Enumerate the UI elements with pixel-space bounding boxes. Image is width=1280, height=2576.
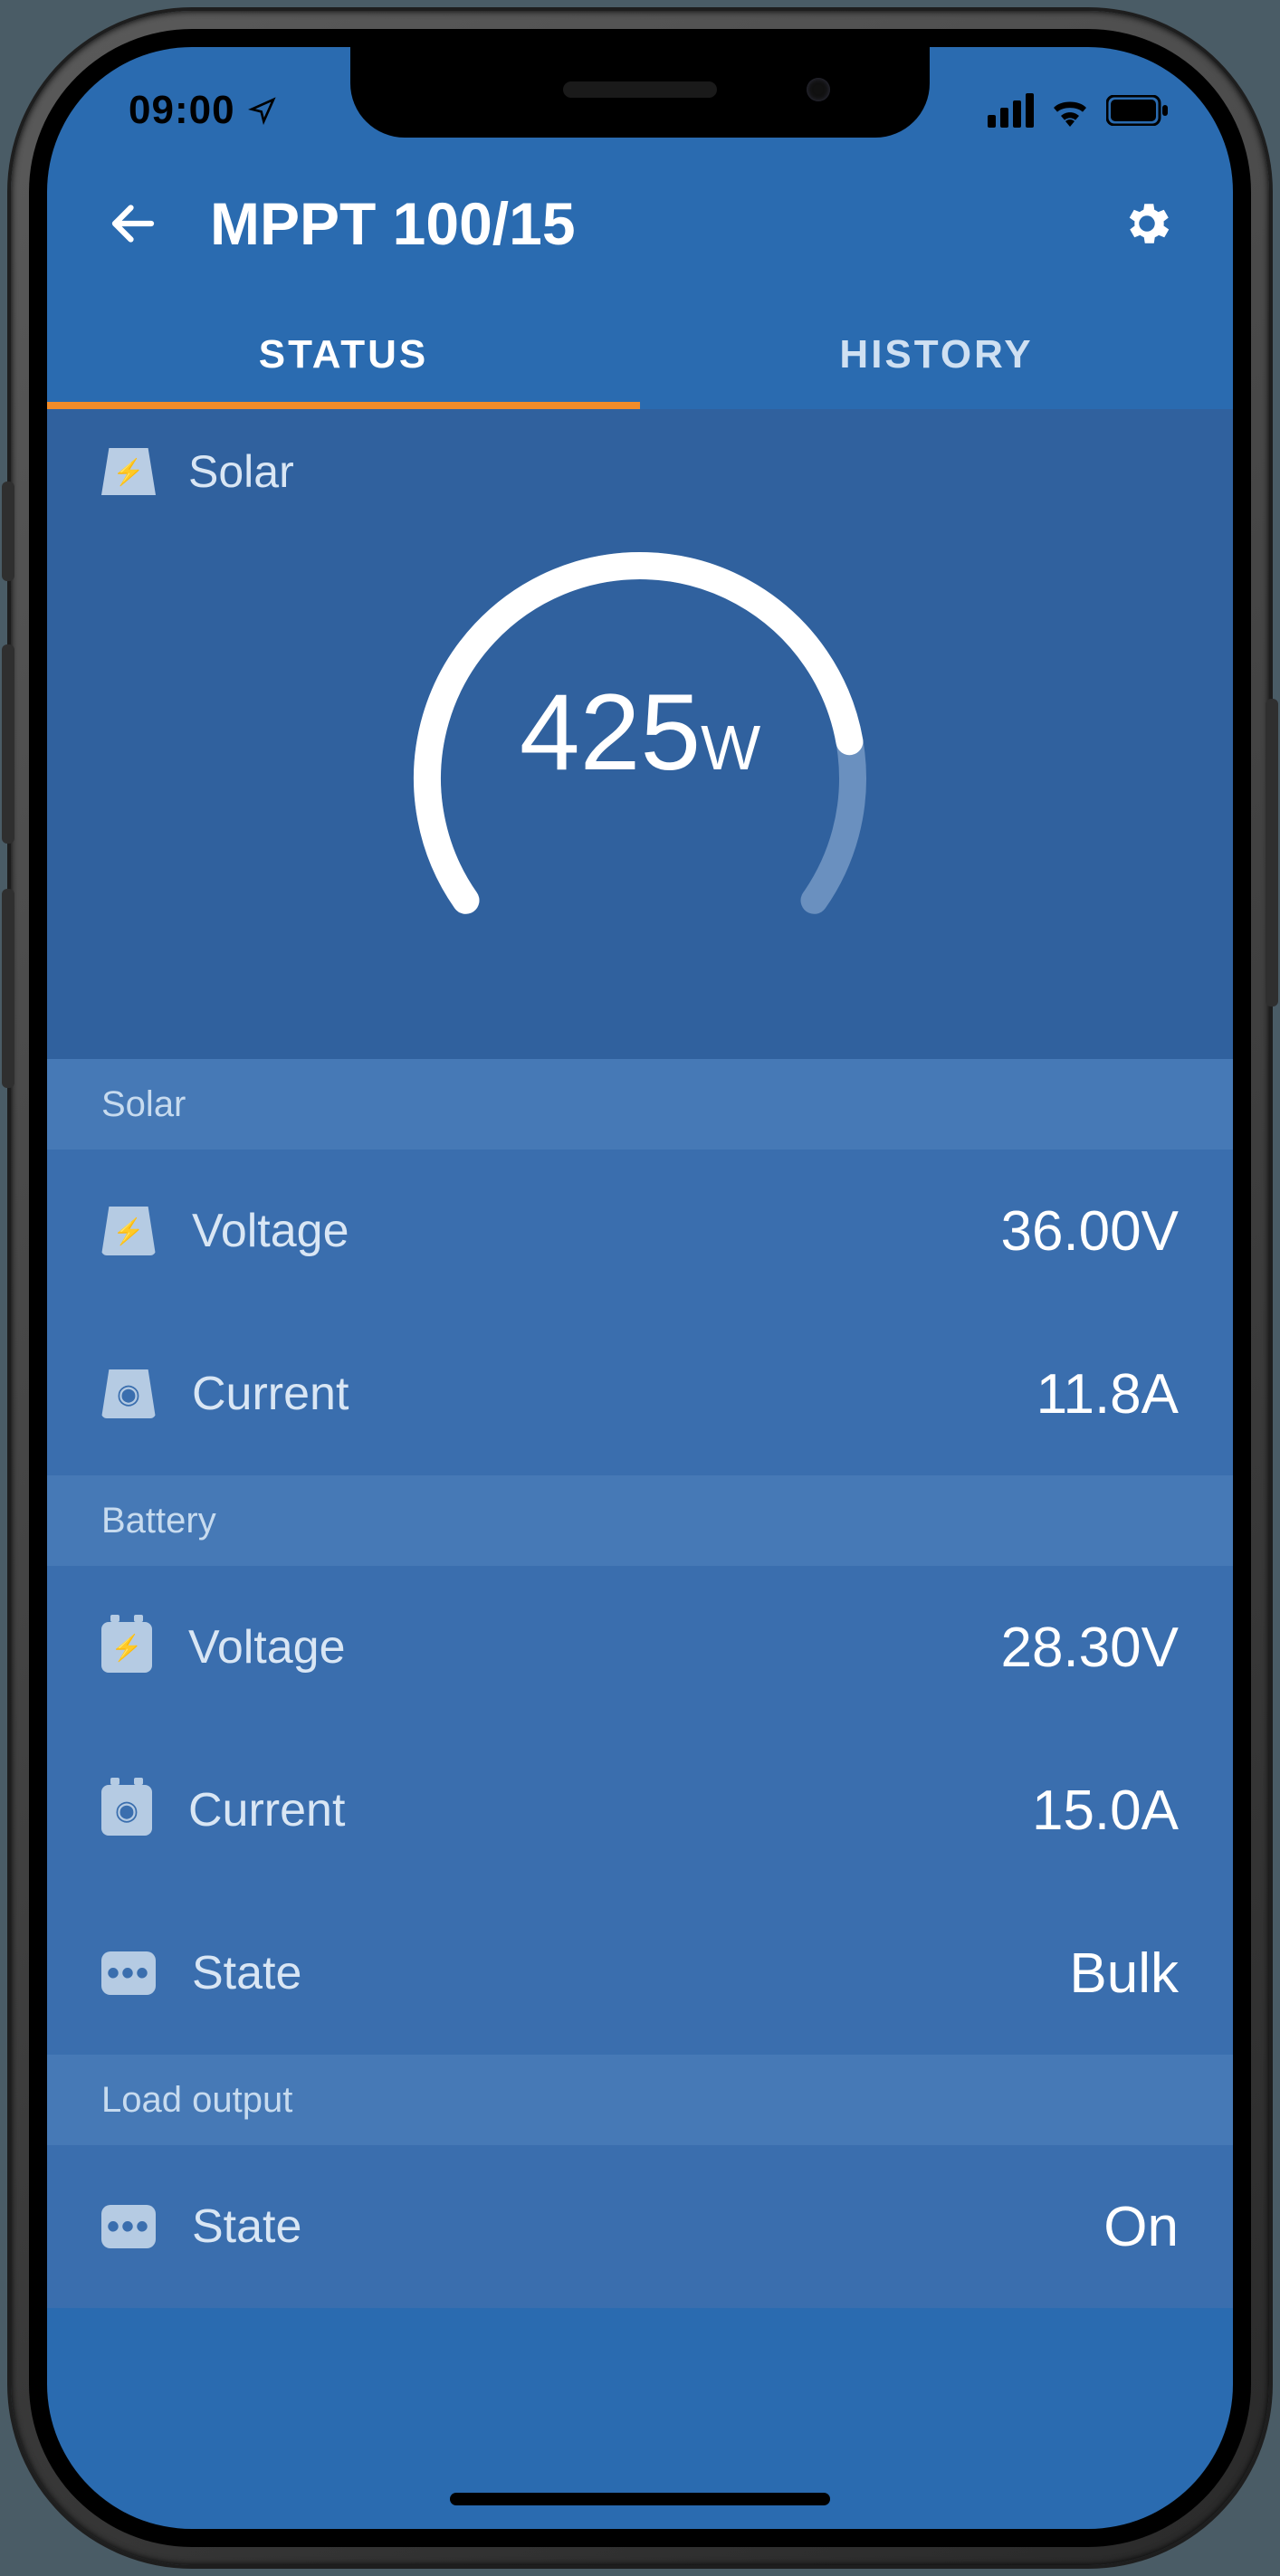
arrow-left-icon: [106, 196, 160, 251]
row-value: 28.30V: [1000, 1616, 1179, 1680]
tab-status[interactable]: STATUS: [47, 301, 640, 409]
row-value: Bulk: [1069, 1942, 1179, 2006]
side-button: [2, 889, 14, 1088]
row-label: Current: [188, 1783, 996, 1837]
solar-gauge-title: Solar: [188, 445, 294, 498]
side-button: [2, 644, 14, 844]
content-scroll[interactable]: ⚡ Solar 425W So: [47, 409, 1233, 2529]
solar-current-icon: ◉: [101, 1369, 156, 1418]
app-title: MPPT 100/15: [210, 189, 1070, 258]
row-solar-current: ◉ Current 11.8A: [47, 1312, 1233, 1475]
row-value: On: [1103, 2195, 1179, 2259]
tab-history[interactable]: HISTORY: [640, 301, 1233, 409]
battery-voltage-icon: ⚡: [101, 1622, 152, 1673]
row-value: 36.00V: [1000, 1199, 1179, 1264]
cellular-icon: [988, 93, 1034, 128]
notch: [350, 47, 930, 138]
row-battery-state: ••• State Bulk: [47, 1892, 1233, 2055]
row-label: Voltage: [188, 1620, 964, 1674]
row-battery-voltage: ⚡ Voltage 28.30V: [47, 1566, 1233, 1729]
row-solar-voltage: ⚡ Voltage 36.00V: [47, 1150, 1233, 1312]
section-header-battery: Battery: [47, 1475, 1233, 1566]
row-label: State: [192, 1946, 1033, 2000]
gauge-unit: W: [701, 712, 760, 783]
home-indicator[interactable]: [450, 2493, 830, 2505]
section-header-load: Load output: [47, 2055, 1233, 2145]
row-battery-current: ◉ Current 15.0A: [47, 1729, 1233, 1892]
screen: 09:00 MPPT 100/15: [47, 47, 1233, 2529]
app-root: MPPT 100/15 STATUS HISTORY ⚡ Solar: [47, 47, 1233, 2529]
section-header-solar: Solar: [47, 1059, 1233, 1150]
status-time: 09:00: [129, 88, 235, 133]
back-button[interactable]: [101, 192, 165, 255]
settings-button[interactable]: [1115, 192, 1179, 255]
battery-state-icon: •••: [101, 1951, 156, 1995]
gear-icon: [1120, 196, 1174, 251]
tab-bar: STATUS HISTORY: [47, 301, 1233, 409]
row-load-state: ••• State On: [47, 2145, 1233, 2308]
row-value: 15.0A: [1032, 1779, 1179, 1843]
row-label: Current: [192, 1367, 1000, 1421]
battery-current-icon: ◉: [101, 1785, 152, 1836]
phone-frame: 09:00 MPPT 100/15: [11, 11, 1269, 2565]
load-state-icon: •••: [101, 2205, 156, 2248]
wifi-icon: [1048, 94, 1092, 127]
app-header: MPPT 100/15: [47, 147, 1233, 301]
solar-panel-icon: ⚡: [101, 448, 156, 495]
solar-gauge-card: ⚡ Solar 425W: [47, 409, 1233, 1059]
row-value: 11.8A: [1036, 1362, 1179, 1426]
side-button: [2, 482, 14, 581]
gauge-value: 425: [520, 672, 701, 793]
row-label: State: [192, 2199, 1067, 2254]
row-label: Voltage: [192, 1204, 964, 1258]
location-icon: [248, 96, 277, 125]
solar-voltage-icon: ⚡: [101, 1207, 156, 1255]
battery-icon: [1106, 95, 1170, 126]
power-gauge: 425W: [359, 516, 921, 987]
side-button: [1266, 699, 1278, 1007]
